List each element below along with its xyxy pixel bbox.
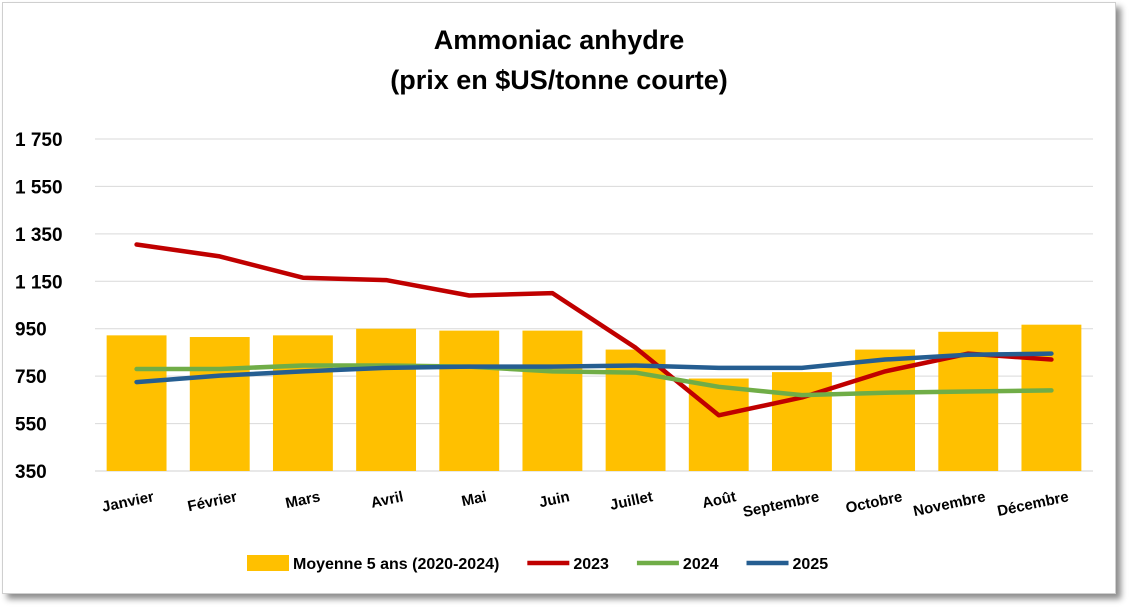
legend-label: 2024 (683, 556, 719, 573)
legend: Moyenne 5 ans (2020-2024) 2023 2024 2025 (247, 555, 828, 573)
bar (439, 330, 500, 471)
y-tick-label: 1 350 (15, 225, 63, 246)
y-tick-label: 950 (15, 320, 47, 341)
series-line-2024 (134, 363, 1054, 398)
y-axis: 350 550 750 950 1 150 1 350 1 550 1 750 (15, 130, 63, 483)
bar (771, 372, 832, 471)
x-tick-label: Avril (369, 488, 405, 511)
legend-label: 2025 (793, 556, 829, 573)
bar (605, 349, 666, 471)
x-tick-label: Janvier (100, 488, 155, 516)
legend-label: Moyenne 5 ans (2020-2024) (293, 556, 499, 573)
x-tick-label: Février (186, 488, 239, 515)
bar (106, 335, 167, 471)
y-tick-label: 1 750 (15, 130, 63, 151)
x-tick-label: Décembre (996, 488, 1070, 520)
x-tick-label: Novembre (912, 488, 987, 520)
x-tick-label: Octobre (844, 488, 904, 517)
y-tick-label: 350 (15, 462, 47, 483)
y-tick-label: 750 (15, 367, 47, 388)
bar-series (106, 324, 1082, 471)
x-tick-label: Juillet (608, 488, 654, 514)
x-tick-label: Septembre (741, 488, 820, 521)
series-line-2023 (134, 242, 1054, 418)
bar (522, 330, 583, 471)
x-axis: Janvier Février Mars Avril Mai Juin Juillet Aoû… (100, 488, 1070, 521)
chart-svg: 350 550 750 950 1 150 1 350 1 550 1 750 Janvier… (15, 130, 1093, 573)
bar (688, 378, 749, 471)
legend-label: 2023 (573, 556, 609, 573)
bar (1021, 324, 1082, 471)
y-tick-label: 1 550 (15, 177, 63, 198)
chart-frame: Ammoniac anhydre (prix en $US/tonne cour… (2, 2, 1116, 594)
x-tick-label: Juin (538, 488, 572, 511)
line-series (134, 242, 1054, 418)
x-tick-label: Août (701, 488, 738, 512)
series-line-2025 (134, 351, 1054, 385)
x-tick-label: Mars (284, 488, 322, 512)
gridlines (95, 138, 1093, 472)
chart-title: Ammoniac anhydre (433, 25, 685, 55)
bar (189, 337, 250, 471)
bar (356, 328, 417, 471)
y-tick-label: 550 (15, 415, 47, 436)
x-tick-label: Mai (460, 488, 488, 510)
legend-swatch-bar (247, 555, 289, 571)
y-tick-label: 1 150 (15, 272, 63, 293)
chart-subtitle: (prix en $US/tonne courte) (390, 65, 728, 95)
bar (272, 335, 333, 471)
